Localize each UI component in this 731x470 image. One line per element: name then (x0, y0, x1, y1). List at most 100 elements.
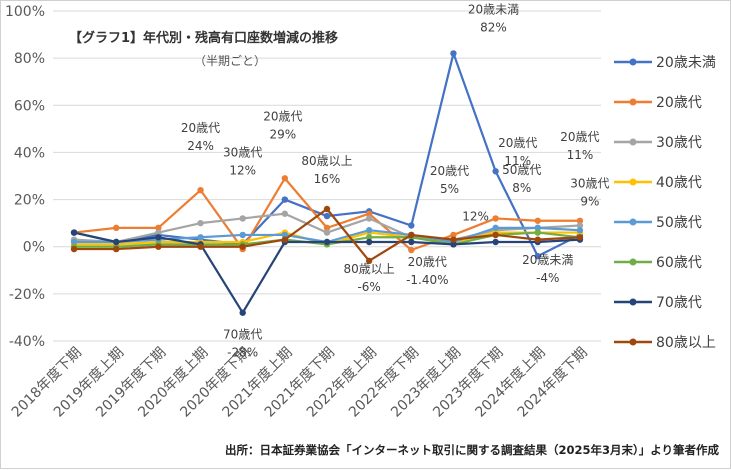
data-point (113, 238, 120, 246)
data-point (113, 245, 120, 253)
annotation-value: 5% (440, 182, 459, 196)
data-point (323, 212, 331, 220)
data-point (281, 210, 289, 217)
data-point (534, 252, 541, 260)
data-point (408, 246, 415, 254)
data-point (450, 241, 457, 248)
data-point (239, 243, 246, 250)
legend-label: 40歳代 (656, 175, 702, 191)
legend-label: 60歳代 (656, 255, 702, 271)
data-point (239, 309, 246, 316)
legend-marker (629, 258, 637, 266)
annotation-label: 20歳代 (408, 255, 447, 269)
legend-label: 80歳以上 (656, 335, 716, 351)
annotation-label: 20歳未満 (468, 2, 519, 16)
data-point (70, 245, 78, 253)
data-point (281, 196, 289, 203)
annotation-label: 20歳代 (181, 121, 220, 135)
data-point (492, 168, 499, 175)
data-point (197, 243, 204, 250)
data-point (197, 186, 204, 194)
data-point (365, 238, 373, 246)
y-tick-label: 40% (14, 145, 45, 161)
data-point (408, 238, 415, 246)
y-tick-label: -20% (9, 287, 45, 303)
annotations: 20歳代 24% 70歳代 -28% 30歳代 12% 20歳代 29% 80歳以上 16% 80歳… (181, 2, 610, 359)
data-point (323, 205, 331, 213)
annotation-label: 80歳以上 (301, 154, 352, 168)
y-tick-label: 60% (14, 98, 45, 114)
annotation-value: -28% (227, 346, 258, 360)
data-point (323, 238, 331, 246)
data-point (365, 227, 373, 234)
data-point (492, 215, 499, 222)
annotation-label: 20歳代 (430, 164, 469, 178)
data-point (281, 231, 289, 239)
chart-title: 【グラフ1】年代別・残高有口座数増減の推移 (69, 30, 338, 46)
legend-marker (629, 338, 637, 346)
annotation-value: 12% (462, 209, 489, 223)
y-tick-label: 0% (23, 240, 45, 256)
data-point (155, 234, 162, 241)
chart-subtitle: （半期ごと） (194, 53, 266, 68)
y-tick-label: -40% (9, 334, 45, 350)
annotation-value: 24% (187, 139, 214, 153)
data-point (576, 234, 584, 241)
annotation-value: -6% (357, 280, 380, 294)
data-point (365, 210, 373, 217)
annotation-label: 20歳未満 (522, 253, 573, 267)
data-point (239, 215, 246, 222)
data-point (492, 238, 499, 246)
annotation-value: 82% (480, 20, 507, 34)
data-point (450, 236, 457, 243)
data-point (534, 236, 541, 243)
data-point (492, 231, 499, 239)
annotation-label: 30歳代 (223, 145, 262, 159)
annotation-label: 20歳代 (263, 109, 302, 123)
data-point (281, 175, 289, 182)
data-point (576, 222, 584, 229)
data-point (155, 229, 162, 236)
legend: 20歳未満 20歳代 30歳代 40歳代 50歳代 60歳代 70歳代 80歳以上 (614, 55, 716, 351)
data-point (576, 227, 584, 234)
data-point (70, 238, 78, 246)
annotation-value: -1.40% (406, 273, 448, 287)
legend-label: 70歳代 (656, 295, 702, 311)
data-point (239, 231, 246, 239)
data-point (365, 234, 373, 241)
annotation-value: 11% (504, 154, 531, 168)
data-point (70, 229, 78, 236)
legend-marker (629, 178, 637, 186)
data-point (323, 229, 331, 236)
y-tick-label: 100% (5, 4, 45, 20)
x-axis-ticks: 2018年度下期2019年度上期2019年度下期2020年度上期2020年度下期… (9, 345, 591, 421)
data-point (281, 236, 289, 243)
legend-marker (629, 218, 637, 226)
data-point (408, 222, 415, 229)
data-point (197, 219, 204, 227)
legend-marker (629, 58, 637, 66)
annotation-value: 11% (567, 148, 594, 162)
annotation-value: 16% (314, 172, 341, 186)
y-tick-label: 80% (14, 51, 45, 67)
data-point (576, 217, 584, 224)
series-lines (70, 50, 584, 316)
legend-marker (629, 98, 637, 106)
legend-label: 30歳代 (656, 135, 702, 151)
source-note: 出所：日本証券業協会「インターネット取引に関する調査結果（2025年3月末）」よ… (225, 443, 720, 457)
annotation-label: 20歳代 (498, 136, 537, 150)
annotation-value: -4% (536, 271, 559, 285)
data-point (197, 234, 204, 241)
data-point (365, 215, 373, 222)
annotation-label: 50歳代 (502, 163, 541, 177)
annotation-value: 29% (270, 127, 297, 141)
legend-marker (629, 298, 637, 306)
y-tick-label: 20% (14, 193, 45, 209)
data-point (155, 243, 162, 250)
data-point (534, 217, 541, 224)
annotation-label: 30歳代 (570, 177, 609, 191)
data-point (365, 257, 373, 265)
annotation-value: 9% (580, 195, 599, 209)
